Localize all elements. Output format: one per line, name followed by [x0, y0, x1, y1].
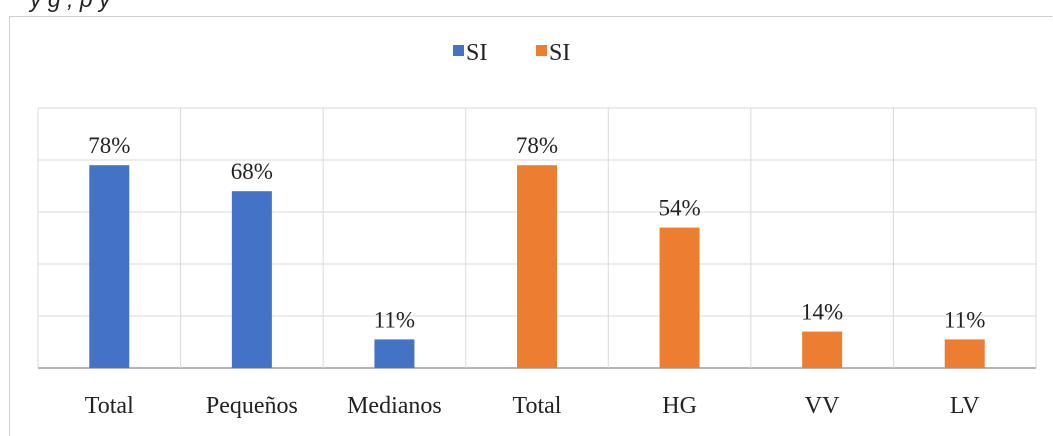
- data-label: 11%: [374, 307, 415, 332]
- bar-chart: 78% 68% 11% 78% 54% 14% 11% Total Pequeños Media…: [37, 40, 1037, 419]
- x-tick-label: Total: [85, 393, 134, 419]
- x-tick-label: VV: [805, 393, 840, 419]
- data-label: 78%: [88, 133, 130, 158]
- chart-frame: [9, 16, 1052, 436]
- legend-swatch: [453, 45, 464, 56]
- legend-swatch: [536, 45, 547, 56]
- data-label: 11%: [944, 307, 985, 332]
- x-tick-label: LV: [950, 393, 980, 419]
- data-label: 14%: [801, 300, 843, 325]
- x-tick-label: Total: [513, 393, 562, 419]
- data-label: 78%: [516, 133, 558, 158]
- data-label: 68%: [231, 159, 273, 184]
- bar: [517, 165, 557, 368]
- legend-label: SI: [549, 40, 570, 66]
- caption-fragment: y g , p y: [30, 0, 111, 13]
- bar: [374, 339, 415, 368]
- bar: [89, 165, 130, 368]
- bar: [659, 227, 700, 368]
- chart-x-ticks: Total Pequeños Medianos Total HG VV LV: [85, 393, 980, 419]
- x-tick-label: Pequeños: [206, 393, 298, 419]
- chart-data-labels: 78% 68% 11% 78% 54% 14% 11%: [88, 133, 985, 332]
- x-tick-label: Medianos: [347, 393, 442, 419]
- chart-grid: [37, 107, 1037, 369]
- bar: [802, 331, 843, 368]
- chart-legend: SI SI: [453, 40, 570, 66]
- data-label: 54%: [658, 196, 700, 221]
- chart-bars: [89, 165, 985, 368]
- bar: [944, 339, 985, 368]
- legend-label: SI: [466, 40, 487, 66]
- bar: [231, 191, 272, 368]
- x-tick-label: HG: [662, 393, 697, 419]
